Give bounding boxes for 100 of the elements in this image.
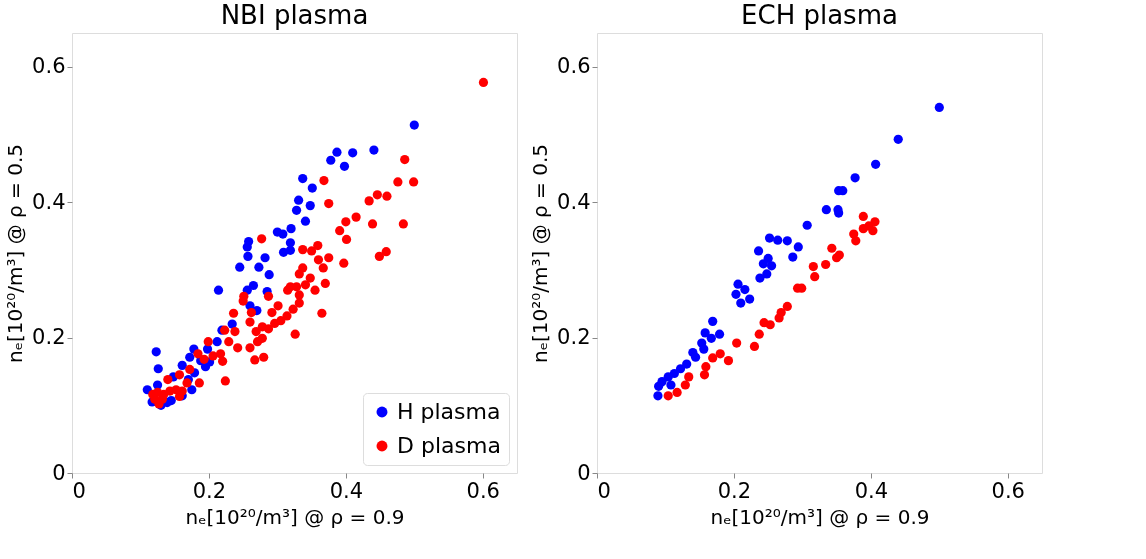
point — [714, 329, 725, 339]
point — [764, 233, 775, 243]
y-tick-label: 0.4 — [557, 189, 591, 214]
point — [759, 318, 769, 328]
x-axis-title: nₑ[10²⁰/m³] @ ρ = 0.9 — [185, 504, 405, 529]
point — [701, 362, 711, 372]
y-axis-title: nₑ[10²⁰/m³] @ ρ = 0.5 — [528, 143, 553, 364]
y-tick-label: 0.2 — [32, 325, 66, 350]
point — [762, 269, 772, 279]
point — [802, 220, 812, 230]
point — [753, 246, 764, 256]
point — [774, 313, 784, 323]
point — [235, 262, 245, 272]
point — [755, 273, 765, 283]
point — [758, 259, 768, 269]
point — [827, 243, 837, 253]
point — [715, 349, 725, 359]
x-tick-label: 0.6 — [466, 478, 500, 503]
point — [409, 120, 419, 130]
point — [305, 201, 315, 211]
point — [298, 173, 308, 184]
point — [254, 262, 264, 272]
y-tick-label: 0.6 — [557, 54, 591, 79]
y-tick-label: 0.6 — [32, 54, 66, 79]
point — [782, 236, 792, 246]
point — [286, 224, 296, 234]
point — [227, 319, 237, 329]
point — [736, 298, 746, 308]
point — [766, 261, 777, 271]
point — [663, 391, 673, 401]
point — [793, 242, 803, 252]
y-axis-title: nₑ[10²⁰/m³] @ ρ = 0.5 — [3, 143, 28, 364]
point — [332, 147, 342, 157]
x-tick-label: 0.4 — [329, 478, 364, 503]
point — [177, 360, 187, 370]
point — [278, 247, 289, 257]
point — [264, 270, 274, 280]
y-tick-label: 0.4 — [32, 189, 66, 214]
point — [821, 205, 831, 215]
point — [700, 328, 710, 338]
point — [821, 259, 831, 270]
y-tick-label: 0.2 — [557, 325, 591, 350]
point — [684, 372, 694, 382]
point — [851, 236, 861, 246]
point — [858, 211, 868, 222]
point — [348, 148, 358, 158]
point — [810, 272, 820, 282]
point — [666, 380, 676, 390]
point — [850, 173, 860, 183]
point — [731, 289, 741, 299]
point — [675, 364, 686, 374]
point — [682, 359, 692, 369]
point — [185, 352, 195, 362]
point — [680, 380, 690, 390]
x-tick-label: 0.4 — [854, 478, 889, 503]
x-tick-label: 0 — [597, 478, 611, 503]
point — [723, 356, 734, 366]
x-tick-label: 0.2 — [717, 478, 752, 503]
point — [749, 341, 760, 352]
x-tick-label: 0 — [72, 478, 86, 503]
point — [243, 251, 253, 261]
y-tick-label: 0 — [577, 460, 591, 485]
x-tick-label: 0.2 — [192, 478, 227, 503]
point — [307, 183, 317, 193]
legend-label: H plasma — [397, 399, 501, 424]
point — [708, 353, 718, 363]
point — [754, 329, 764, 339]
point — [291, 205, 302, 215]
point — [260, 253, 270, 263]
point — [326, 155, 336, 165]
x-axis-title: nₑ[10²⁰/m³] @ ρ = 0.9 — [710, 504, 930, 529]
point — [773, 235, 783, 245]
point — [871, 159, 881, 169]
point — [153, 364, 163, 374]
point — [733, 279, 743, 289]
point — [740, 284, 750, 295]
point — [782, 301, 792, 312]
point — [745, 294, 755, 304]
point — [278, 229, 288, 239]
point — [242, 242, 252, 252]
point — [934, 102, 944, 113]
point — [339, 161, 350, 171]
point — [699, 370, 710, 380]
point — [893, 134, 903, 144]
legend-label: D plasma — [397, 433, 501, 458]
point — [706, 333, 716, 343]
point — [690, 352, 701, 362]
point — [187, 385, 197, 395]
chart-title: NBI plasma — [220, 0, 369, 30]
point — [369, 145, 379, 155]
y-tick-label: 0 — [52, 460, 66, 485]
point — [300, 216, 311, 226]
point — [708, 316, 718, 326]
point — [213, 285, 224, 295]
point — [212, 337, 222, 347]
point — [732, 338, 742, 348]
point — [672, 387, 682, 398]
point — [294, 195, 304, 205]
chart-title: ECH plasma — [741, 0, 898, 30]
point — [248, 280, 259, 291]
